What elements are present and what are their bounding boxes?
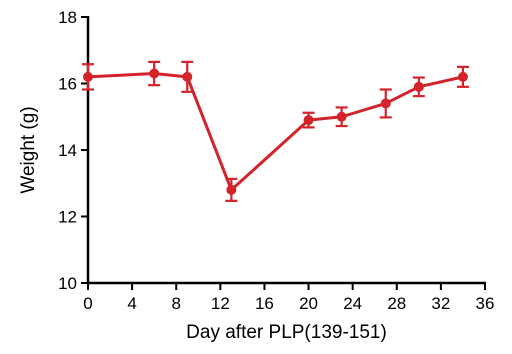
y-tick-label: 14 [58,141,77,160]
data-point [413,81,424,92]
data-point [182,71,193,82]
x-tick-label: 36 [476,294,495,313]
y-tick-label: 10 [58,274,77,293]
data-point [149,68,160,79]
y-tick-label: 12 [58,208,77,227]
data-point [83,71,93,82]
y-axis-title: Weight (g) [18,106,39,193]
x-tick-label: 24 [343,294,362,313]
x-axis-title: Day after PLP(139-151) [186,322,387,343]
plot-area [82,60,469,202]
x-tick-label: 32 [431,294,450,313]
data-point [336,111,347,122]
y-tick-label: 16 [58,75,77,94]
x-tick-label: 28 [387,294,406,313]
data-point [457,71,468,82]
y-axis-ticks: 10 12 14 16 18 [58,8,88,293]
data-point [380,98,391,109]
data-point [303,115,314,126]
x-tick-label: 16 [255,294,274,313]
x-tick-label: 12 [211,294,230,313]
x-tick-label: 0 [83,294,92,313]
y-tick-label: 18 [58,8,77,27]
series-line [87,72,464,192]
data-point [226,184,237,195]
x-tick-label: 4 [127,294,136,313]
x-tick-label: 20 [299,294,318,313]
x-tick-label: 8 [171,294,180,313]
x-axis-ticks: 0 4 8 12 16 20 24 28 32 36 [83,283,494,313]
